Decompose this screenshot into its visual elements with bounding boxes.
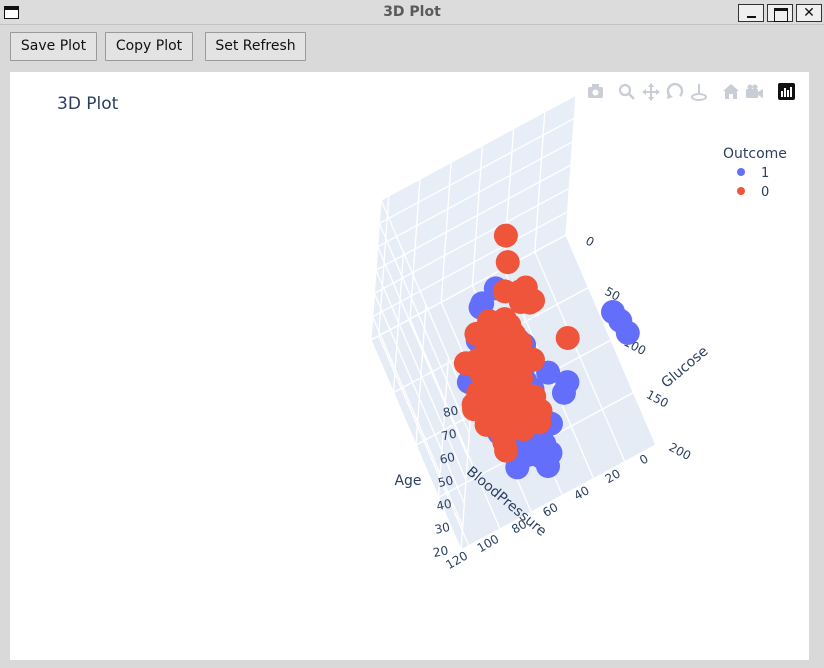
tick-label-z: 30	[433, 520, 451, 537]
legend-label-0: 0	[761, 185, 769, 200]
legend-item-0[interactable]: 0	[737, 185, 769, 200]
data-point-outcome-1	[551, 380, 576, 405]
close-button[interactable]	[796, 4, 822, 22]
plot-area[interactable]: 0 50 100 150 200 0 20 40 60 80 100 120 20 30 40 50 60 70 8…	[10, 72, 809, 660]
chart-title: 3D Plot	[57, 94, 119, 114]
grid-line-z	[372, 211, 568, 318]
legend-title: Outcome	[723, 146, 787, 162]
grid-line-y	[409, 318, 501, 530]
tick-label-z: 80	[442, 403, 460, 420]
camera-view-icon[interactable]	[746, 84, 763, 99]
data-point-outcome-0	[497, 313, 522, 338]
data-point-outcome-0	[493, 383, 518, 408]
legend[interactable]: Outcome 1 0	[723, 146, 787, 200]
reset-camera-icon[interactable]	[723, 84, 739, 99]
grid-line-z	[378, 223, 470, 434]
window-title: 3D Plot	[383, 4, 441, 20]
data-point-outcome-1	[515, 442, 540, 467]
legend-marker-1	[737, 168, 745, 176]
grid-line-z	[379, 117, 575, 224]
tick-label-y: 40	[571, 483, 591, 503]
data-point-outcome-0	[476, 314, 501, 339]
data-points	[453, 223, 640, 480]
tick-label-x: 150	[644, 387, 671, 410]
grid-line-z	[374, 187, 570, 294]
zoom-icon[interactable]	[618, 83, 635, 100]
data-point-outcome-0	[497, 338, 522, 363]
legend-item-1[interactable]: 1	[737, 166, 769, 181]
scatter3d-chart[interactable]: 0501001502000204060801001202030405060708…	[10, 72, 809, 660]
tick-label-y: 20	[603, 466, 623, 486]
x-axis-title: Glucose	[658, 343, 711, 391]
grid-line-z	[377, 246, 469, 457]
data-point-outcome-1	[615, 320, 640, 345]
data-point-outcome-0	[493, 223, 518, 248]
z-axis-title: Age	[394, 473, 421, 489]
modebar[interactable]	[588, 82, 795, 101]
tick-label-z: 40	[435, 497, 453, 514]
grid-line-z	[370, 234, 567, 341]
data-point-outcome-0	[492, 279, 517, 304]
copy-plot-button[interactable]: Copy Plot	[105, 32, 193, 61]
data-point-outcome-1	[535, 439, 560, 464]
grid-line-z	[375, 164, 572, 271]
set-refresh-button[interactable]: Set Refresh	[205, 32, 306, 61]
tick-label-z: 60	[438, 450, 456, 467]
data-point-outcome-0	[511, 417, 536, 442]
grid-line-z	[370, 339, 462, 551]
app-window-icon	[4, 6, 19, 19]
tick-label-y: 60	[540, 500, 560, 520]
tick-label-x: 0	[583, 233, 596, 249]
data-point-outcome-0	[521, 288, 546, 313]
orbit-rotation-icon[interactable]	[666, 82, 684, 99]
minimize-button[interactable]	[738, 4, 764, 22]
pan-icon[interactable]	[642, 83, 660, 101]
grid-line-z	[373, 293, 465, 504]
grid-line-z	[372, 316, 464, 527]
tick-label-x: 50	[602, 284, 622, 304]
data-point-outcome-0	[495, 250, 520, 275]
tick-label-y: 80	[509, 517, 529, 537]
tick-label-x: 200	[666, 440, 693, 463]
tick-label-z: 50	[437, 473, 455, 490]
grid-line-x	[460, 444, 657, 551]
legend-marker-0	[737, 187, 745, 195]
grid-line-y	[565, 234, 657, 446]
data-point-outcome-0	[555, 326, 580, 351]
plotly-logo-icon[interactable]	[778, 83, 795, 100]
save-plot-button[interactable]: Save Plot	[10, 32, 97, 61]
turntable-rotation-icon[interactable]	[691, 84, 707, 101]
tick-label-y: 0	[637, 452, 651, 468]
grid-line-z	[380, 199, 472, 411]
grid-line-z	[380, 94, 577, 201]
grid-line-z	[377, 141, 573, 248]
data-point-outcome-0	[494, 438, 519, 463]
data-point-outcome-0	[512, 399, 537, 424]
camera-icon[interactable]	[588, 84, 603, 98]
title-bar[interactable]: 3D Plot	[0, 0, 824, 25]
tick-label-z: 20	[432, 543, 450, 560]
legend-label-1: 1	[761, 166, 769, 181]
grid-line-z	[375, 269, 467, 481]
tick-label-z: 70	[440, 427, 458, 444]
grid-line-y	[534, 251, 626, 463]
maximize-button[interactable]	[767, 4, 793, 22]
grid-line-y	[378, 335, 470, 547]
